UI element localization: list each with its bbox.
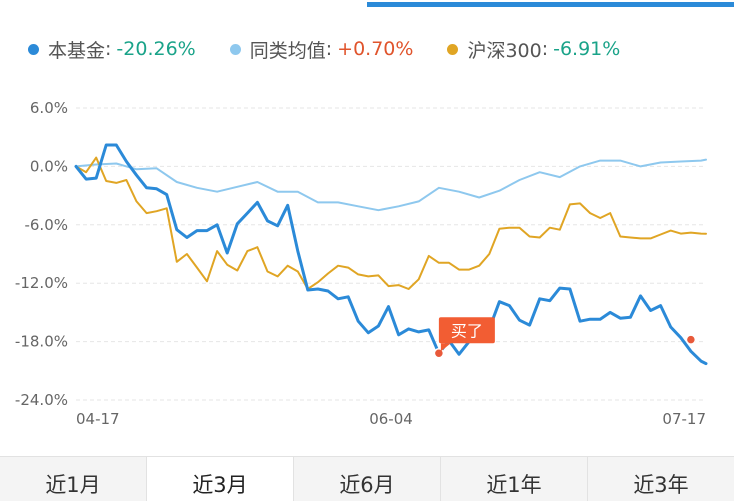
legend-colon: : xyxy=(325,38,333,60)
legend-value-csi300: -6.91% xyxy=(553,38,621,60)
tab-3-months[interactable]: 近3月 xyxy=(147,457,294,501)
x-tick-label: 04-17 xyxy=(76,410,120,428)
tab-6-months[interactable]: 近6月 xyxy=(294,457,441,501)
chart-legend: 本基金 : -20.26% 同类均值 : +0.70% 沪深300 : -6.9… xyxy=(28,36,728,62)
legend-colon: : xyxy=(541,38,549,60)
buy-annotation-pointer xyxy=(440,343,451,352)
legend-dot-csi300 xyxy=(447,43,459,55)
series-line-fund xyxy=(74,143,708,366)
y-tick-label: -24.0% xyxy=(15,391,68,409)
legend-dot-fund xyxy=(28,43,39,55)
legend-value-fund: -20.26% xyxy=(116,38,196,60)
period-tabs: 近1月 近3月 近6月 近1年 近3年 xyxy=(0,456,734,501)
performance-line-chart[interactable]: 6.0% 0.0% -6.0% -12.0% -18.0% -24.0% 04-17 06-0… xyxy=(0,80,734,440)
legend-name-peer-average: 同类均值 xyxy=(249,39,326,62)
legend-item-fund: 本基金 : -20.26% xyxy=(28,36,196,63)
legend-item-csi300: 沪深300 : -6.91% xyxy=(447,36,620,63)
x-tick-label: 07-17 xyxy=(662,410,706,428)
series-line-csi300 xyxy=(75,156,707,290)
y-tick-label: -6.0% xyxy=(24,216,68,234)
legend-name-fund: 本基金 xyxy=(48,39,106,62)
y-tick-label: 6.0% xyxy=(30,99,68,117)
legend-dot-peer-average xyxy=(229,43,241,55)
active-tab-indicator xyxy=(367,2,734,7)
buy-marker xyxy=(685,334,697,345)
legend-name-csi300: 沪深300 xyxy=(467,39,542,62)
legend-value-peer-average: +0.70% xyxy=(337,38,414,60)
top-bar xyxy=(0,0,734,8)
buy-annotation-label: 买了 xyxy=(451,321,483,340)
tab-1-month[interactable]: 近1月 xyxy=(0,457,147,501)
y-tick-label: -12.0% xyxy=(15,274,68,292)
y-tick-label: -18.0% xyxy=(15,333,68,351)
x-tick-label: 06-04 xyxy=(369,410,413,428)
buy-annotation-box xyxy=(438,317,495,344)
series-line-peer-average xyxy=(75,158,707,212)
y-tick-label: 0.0% xyxy=(30,157,68,175)
tab-3-years[interactable]: 近3年 xyxy=(633,473,689,497)
legend-colon: : xyxy=(105,38,112,60)
tab-1-year[interactable]: 近1年 xyxy=(441,457,588,501)
legend-item-peer-average: 同类均值 : +0.70% xyxy=(229,36,414,63)
